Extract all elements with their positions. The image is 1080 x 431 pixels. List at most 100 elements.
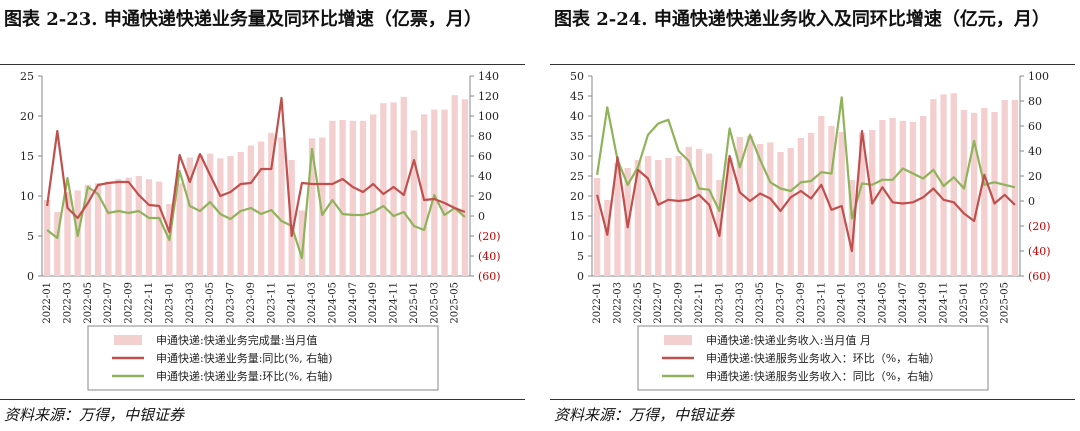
left-tick-label: 25 [570,170,584,183]
series-line [596,129,1016,253]
x-tick-label: 2022-09 [124,282,135,324]
top-rule [550,64,1075,65]
bar [237,152,244,276]
left-tick-label: 10 [570,230,584,243]
bar [634,160,642,276]
x-tick-label: 2024-05 [327,282,338,324]
series-line [596,96,1016,220]
figure-title: 图表 2-23. 申通快递快递业务量及同环比增速（亿票，月） [4,9,482,30]
x-tick-label: 2023-05 [755,282,766,324]
right-tick-label: (40) [478,250,501,263]
bar [217,158,224,276]
x-tick-label: 2024-03 [857,282,868,324]
bar [370,114,377,277]
bar [889,118,896,276]
bar [349,120,356,276]
x-tick-label: 2024-07 [898,282,909,324]
left-tick-label: 15 [20,150,34,163]
bar [807,132,815,276]
top-rule [0,64,525,65]
right-tick-label: (60) [478,270,501,283]
x-tick-label: 2024-09 [918,282,929,324]
left-tick-label: 10 [20,190,34,203]
x-tick-label: 2024-03 [307,282,318,324]
bar [675,156,682,276]
bar [858,132,866,276]
x-tick-label: 2022-01 [592,282,603,324]
bar [767,142,774,276]
x-tick-label: 2022-09 [674,282,685,324]
x-tick-label: 2025-03 [979,282,990,324]
bar [410,130,418,276]
left-tick-label: 20 [20,110,34,123]
bar [390,102,397,277]
bar [227,156,234,276]
right-tick-label: 100 [478,110,499,123]
bar [176,183,183,276]
right-tick-label: 40 [1028,145,1042,158]
bar [461,99,469,276]
x-tick-label: 2025-01 [409,282,420,324]
bar [828,126,835,276]
bar [329,120,336,276]
bar [206,153,214,276]
legend-label: 申通快递:快递业务完成量:当月值 [156,333,317,347]
bar [420,114,428,277]
x-tick-label: 2022-03 [612,282,623,324]
bar [899,120,906,276]
bar [145,179,153,276]
x-tick-label: 2023-03 [735,282,746,324]
right-tick-label: 60 [1028,120,1042,133]
bar [950,93,957,276]
bar [685,146,692,276]
bar [54,212,61,276]
bar [441,109,448,276]
left-tick-label: 0 [577,270,584,283]
legend-label: 申通快递:快递服务业务收入：同比（%，右轴） [706,369,940,383]
bar [848,180,856,276]
right-tick-label: 100 [1028,70,1049,83]
bar [655,160,662,276]
left-tick-label: 45 [570,90,584,103]
bar [604,200,611,276]
source-note: 资料来源：万得，中银证券 [4,406,185,424]
bar [756,144,764,276]
x-tick-label: 2022-07 [103,282,114,324]
bar [288,160,295,276]
left-tick-label: 20 [570,190,584,203]
right-tick-label: 0 [478,210,485,223]
x-tick-label: 2024-09 [368,282,379,324]
legend-box [87,325,439,391]
x-tick-label: 2023-09 [246,282,257,324]
right-tick-label: (20) [478,230,501,243]
left-tick-label: 25 [20,70,34,83]
x-tick-label: 2023-07 [226,282,237,324]
bar [777,152,784,276]
bar [84,184,92,276]
legend-swatch-bar [664,335,692,345]
bar [644,156,652,276]
bar [787,148,794,276]
bar [818,116,825,276]
bar [1001,100,1008,276]
bar [94,183,102,276]
x-tick-label: 2023-07 [776,282,787,324]
bar [359,120,367,276]
legend-label: 申通快递:快递服务业务收入：环比（%，右轴） [706,351,940,365]
x-tick-label: 2023-01 [714,282,725,324]
chart-panel-volume: 图表 2-23. 申通快递快递业务量及同环比增速（亿票，月） 0 5 10 15 20 2… [0,0,530,431]
bottom-rule [0,399,525,400]
x-tick-label: 2023-11 [816,282,827,324]
x-tick-label: 2025-05 [1000,282,1011,324]
right-tick-label: 40 [478,170,492,183]
left-tick-label: 50 [570,70,584,83]
left-tick-label: 5 [577,250,584,263]
bar [797,138,805,276]
x-tick-label: 2023-11 [266,282,277,324]
bar [614,163,621,276]
x-tick-label: 2022-07 [653,282,664,324]
bar [593,178,601,276]
x-tick-label: 2025-03 [429,282,440,324]
x-tick-label: 2023-05 [205,282,216,324]
legend-swatch-bar [114,335,142,345]
